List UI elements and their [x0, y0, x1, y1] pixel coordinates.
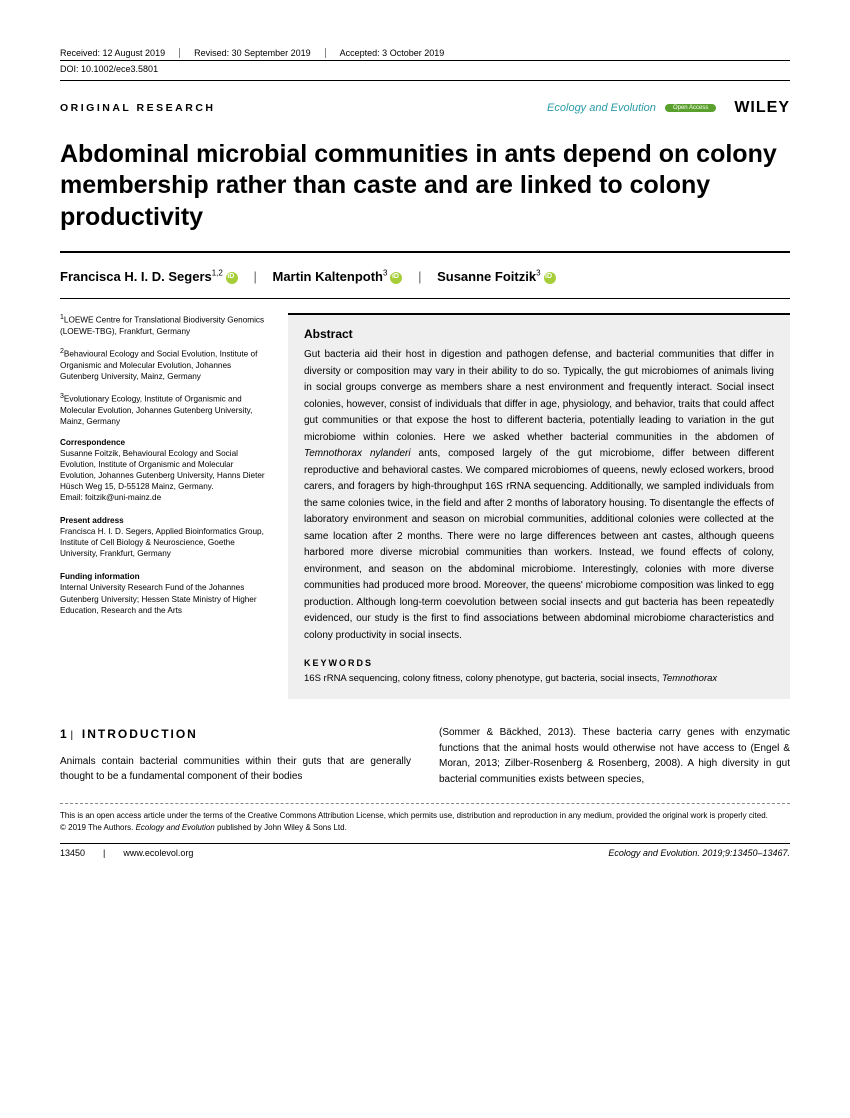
author-3-aff: 3 — [536, 269, 540, 278]
author-3-name: Susanne Foitzik — [437, 269, 536, 284]
article-title: Abdominal microbial communities in ants … — [60, 139, 790, 233]
author-1-name: Francisca H. I. D. Segers — [60, 269, 212, 284]
main-two-column: 1LOEWE Centre for Translational Biodiver… — [60, 313, 790, 699]
author-separator: | — [418, 269, 421, 284]
affiliation-1-text: LOEWE Centre for Translational Biodivers… — [60, 316, 264, 336]
authors-row: Francisca H. I. D. Segers1,2 | Martin Ka… — [60, 269, 790, 284]
keywords-text: 16S rRNA sequencing, colony fitness, col… — [304, 673, 662, 684]
section-separator: | — [70, 730, 75, 741]
accepted-date: Accepted: 3 October 2019 — [340, 48, 459, 58]
footer-row: 13450 | www.ecolevol.org Ecology and Evo… — [60, 843, 790, 858]
author-separator: | — [253, 269, 256, 284]
keywords-genus: Temnothorax — [662, 673, 717, 684]
orcid-icon[interactable] — [390, 272, 402, 284]
license-line-1: This is an open access article under the… — [60, 810, 790, 821]
journal-url: www.ecolevol.org — [123, 848, 193, 858]
journal-name: Ecology and Evolution Open Access — [547, 102, 716, 114]
affiliation-3-text: Evolutionary Ecology, Institute of Organ… — [60, 395, 252, 426]
affiliation-2: 2Behavioural Ecology and Social Evolutio… — [60, 347, 270, 382]
header-row: ORIGINAL RESEARCH Ecology and Evolution … — [60, 99, 790, 117]
present-address-body: Francisca H. I. D. Segers, Applied Bioin… — [60, 526, 270, 559]
author-2-aff: 3 — [383, 269, 387, 278]
authors-underline — [60, 298, 790, 299]
section-number: 1 — [60, 727, 68, 741]
footer-separator: | — [103, 848, 105, 858]
publisher-logo: WILEY — [734, 99, 790, 117]
orcid-icon[interactable] — [226, 272, 238, 284]
open-access-badge: Open Access — [665, 104, 716, 112]
abstract-body: Gut bacteria aid their host in digestion… — [304, 347, 774, 644]
intro-left-col: 1 | INTRODUCTION Animals contain bacteri… — [60, 725, 411, 787]
present-address-head: Present address — [60, 515, 270, 526]
license-text: This is an open access article under the… — [60, 810, 790, 832]
received-date: Received: 12 August 2019 — [60, 48, 180, 58]
abstract-head: Abstract — [304, 327, 774, 341]
author-1-aff: 1,2 — [212, 269, 223, 278]
abstract-text-2: ants, composed largely of the gut microb… — [304, 448, 774, 641]
affiliation-2-text: Behavioural Ecology and Social Evolution… — [60, 350, 257, 381]
license-divider — [60, 803, 790, 804]
abstract-text-1: Gut bacteria aid their host in digestion… — [304, 349, 774, 443]
keywords-head: KEYWORDS — [304, 658, 774, 668]
intro-para-left: Animals contain bacterial communities wi… — [60, 754, 411, 785]
orcid-icon[interactable] — [544, 272, 556, 284]
intro-right-col: (Sommer & Bäckhed, 2013). These bacteria… — [439, 725, 790, 787]
author-3: Susanne Foitzik3 — [437, 269, 555, 284]
copyright-prefix: © 2019 The Authors. — [60, 823, 136, 832]
journal-name-text: Ecology and Evolution — [547, 102, 656, 114]
revised-date: Revised: 30 September 2019 — [194, 48, 326, 58]
author-2-name: Martin Kaltenpoth — [273, 269, 384, 284]
affiliation-1: 1LOEWE Centre for Translational Biodiver… — [60, 313, 270, 337]
author-1: Francisca H. I. D. Segers1,2 — [60, 269, 238, 284]
abstract-box: Abstract Gut bacteria aid their host in … — [288, 313, 790, 699]
doi: DOI: 10.1002/ece3.5801 — [60, 61, 790, 81]
intro-row: 1 | INTRODUCTION Animals contain bacteri… — [60, 725, 790, 787]
section-title: INTRODUCTION — [82, 727, 198, 741]
brand-row: Ecology and Evolution Open Access WILEY — [547, 99, 790, 117]
license-line-2: © 2019 The Authors. Ecology and Evolutio… — [60, 822, 790, 833]
keywords-body: 16S rRNA sequencing, colony fitness, col… — [304, 672, 774, 685]
correspondence-head: Correspondence — [60, 437, 270, 448]
footer-left: 13450 | www.ecolevol.org — [60, 848, 193, 858]
title-underline — [60, 251, 790, 253]
section-heading: 1 | INTRODUCTION — [60, 725, 411, 744]
affiliation-sidebar: 1LOEWE Centre for Translational Biodiver… — [60, 313, 270, 699]
affiliation-3: 3Evolutionary Ecology, Institute of Orga… — [60, 392, 270, 427]
meta-dates-row: Received: 12 August 2019 Revised: 30 Sep… — [60, 48, 790, 61]
footer-right: Ecology and Evolution. 2019;9:13450–1346… — [608, 848, 790, 858]
correspondence-body: Susanne Foitzik, Behavioural Ecology and… — [60, 448, 270, 492]
page-number: 13450 — [60, 848, 85, 858]
copyright-journal: Ecology and Evolution — [136, 823, 215, 832]
abstract-species-name: Temnothorax nylanderi — [304, 448, 411, 459]
article-type: ORIGINAL RESEARCH — [60, 102, 215, 114]
citation-details: 2019;9:13450–13467. — [700, 848, 790, 858]
intro-para-right: (Sommer & Bäckhed, 2013). These bacteria… — [439, 727, 790, 785]
citation-journal: Ecology and Evolution. — [608, 848, 700, 858]
copyright-suffix: published by John Wiley & Sons Ltd. — [215, 823, 347, 832]
correspondence-email: Email: foitzik@uni-mainz.de — [60, 492, 270, 503]
funding-head: Funding information — [60, 571, 270, 582]
funding-body: Internal University Research Fund of the… — [60, 582, 270, 615]
author-2: Martin Kaltenpoth3 — [273, 269, 403, 284]
